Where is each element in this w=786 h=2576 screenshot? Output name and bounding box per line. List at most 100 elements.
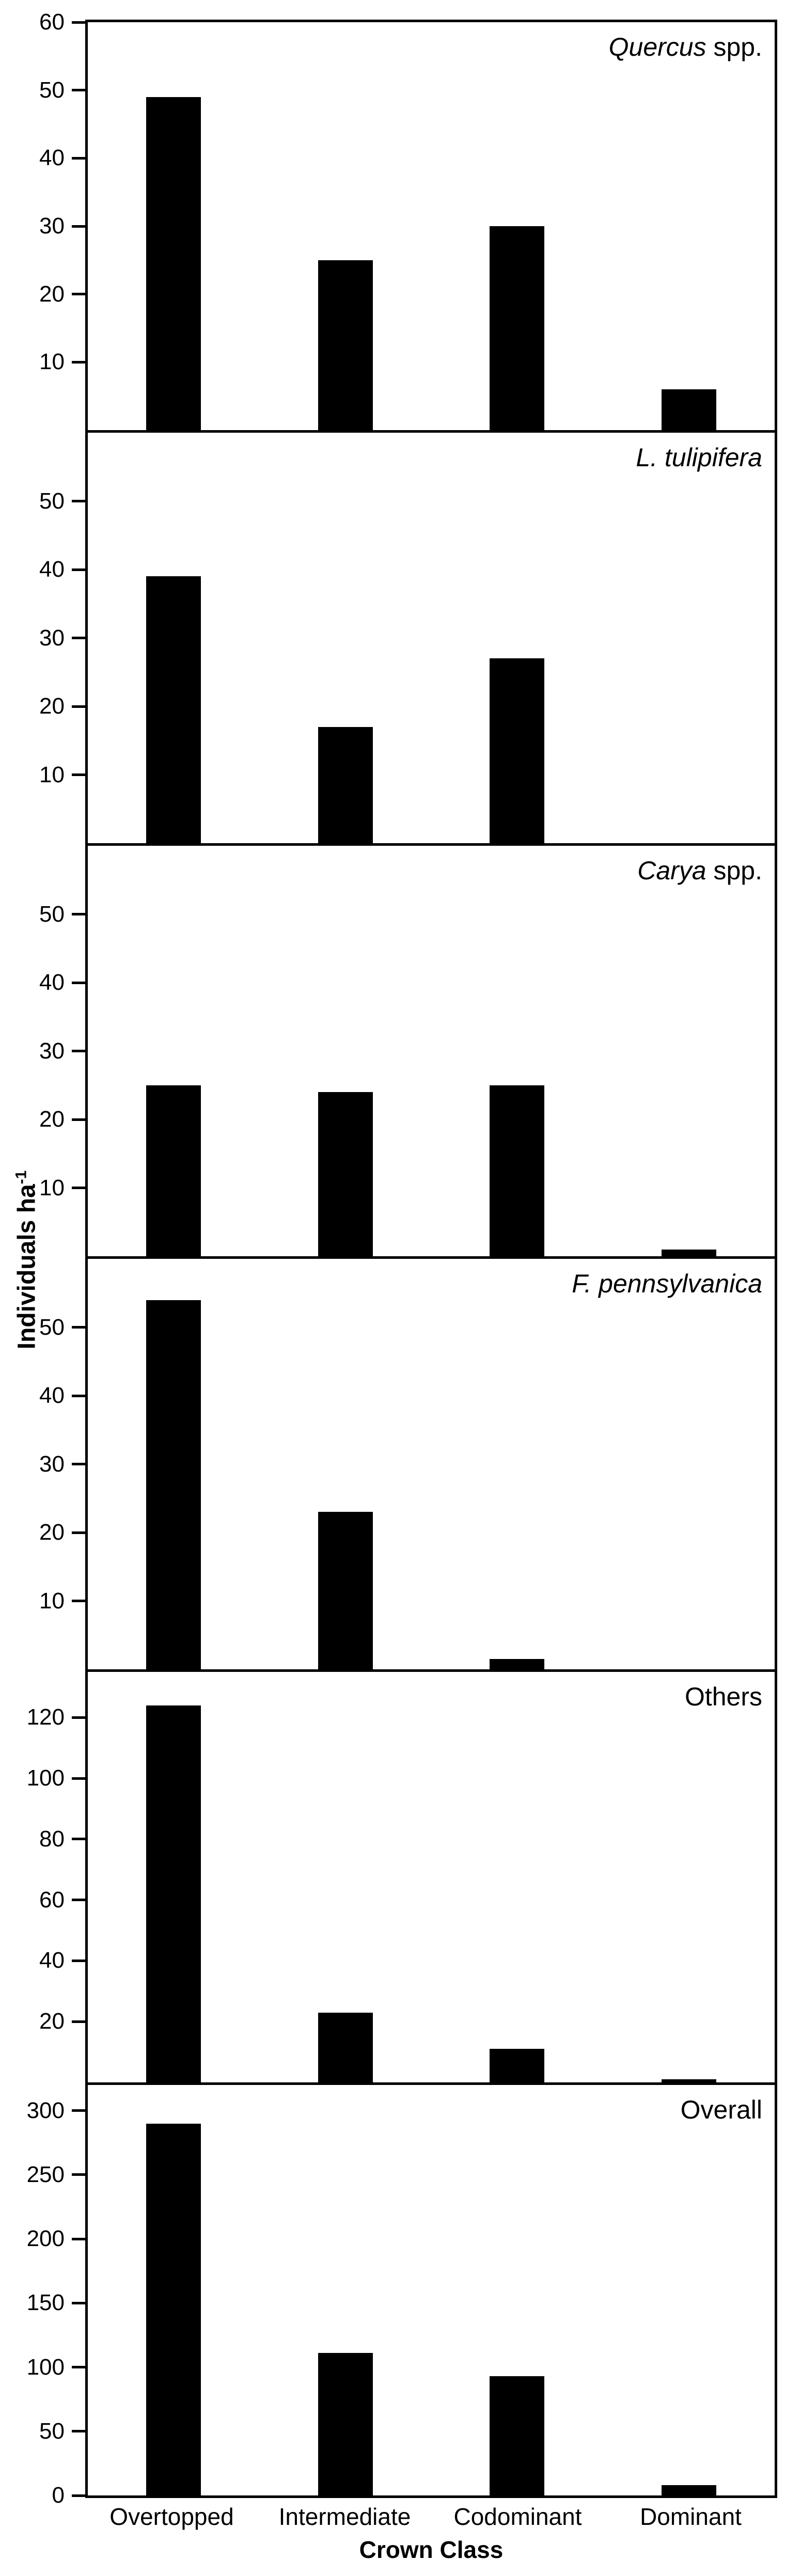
chart-panel-4: F. pennsylvanica 10 20 30 40 50	[39, 1259, 777, 1672]
y-tick-label: 250	[26, 2161, 65, 2187]
y-tick-mark	[72, 2173, 85, 2176]
y-tick-label: 10	[39, 349, 65, 375]
panel-title-roman-part: spp.	[706, 856, 762, 885]
bar-overtopped	[146, 1705, 201, 2082]
y-tick-label: 40	[39, 145, 65, 171]
y-tick-mark	[72, 2109, 85, 2112]
y-tick-label: 80	[39, 1826, 65, 1852]
y-tick-mark	[72, 2430, 85, 2433]
bar-codominant	[490, 2376, 545, 2495]
y-tick-label: 20	[39, 281, 65, 307]
bar-intermediate	[318, 2012, 373, 2082]
bar-dominant	[661, 389, 716, 430]
y-tick-label: 100	[26, 1765, 65, 1791]
y-tick-label: 40	[39, 1948, 65, 1973]
y-tick-mark	[72, 1463, 85, 1465]
bar-intermediate	[318, 726, 373, 843]
y-tick-label: 300	[26, 2097, 65, 2123]
y-tick-mark	[72, 89, 85, 92]
y-tick-mark	[72, 1118, 85, 1121]
chart-panel-3: Carya spp. 10 20 30 40 50	[39, 846, 777, 1259]
y-tick-mark	[72, 1716, 85, 1719]
y-tick-mark	[72, 2301, 85, 2304]
y-tick-mark	[72, 21, 85, 24]
panel-title: Overall	[681, 2095, 762, 2124]
y-tick-label: 50	[39, 2418, 65, 2444]
panel-title-roman-part: Overall	[680, 2095, 762, 2124]
y-tick-label: 40	[39, 970, 65, 995]
y-tick-mark	[72, 1394, 85, 1397]
x-category-label-codominant: Codominant	[453, 2503, 582, 2530]
bar-codominant	[490, 2049, 545, 2082]
bar-dominant	[661, 2079, 716, 2082]
y-tick-mark	[72, 225, 85, 228]
y-tick-mark	[72, 360, 85, 364]
y-tick-label: 40	[39, 557, 65, 582]
y-tick-mark	[72, 705, 85, 708]
y-tick-mark	[72, 568, 85, 571]
bar-intermediate	[318, 1092, 373, 1256]
y-tick-label: 30	[39, 213, 65, 239]
y-tick-mark	[72, 2020, 85, 2023]
y-tick-mark	[72, 981, 85, 984]
y-tick-label: 200	[26, 2226, 65, 2252]
chart-panel-6: Overall 0 50 100 150 200 250 300	[27, 2085, 777, 2508]
panel-title-roman-part: Others	[684, 1682, 762, 1711]
y-tick-mark	[72, 1050, 85, 1052]
x-category-label-overtopped: Overtopped	[109, 2503, 234, 2530]
bar-intermediate	[318, 2353, 373, 2495]
panel-title: L. tulipifera	[636, 443, 762, 472]
y-tick-label: 60	[39, 1887, 65, 1913]
y-tick-label: 50	[39, 77, 65, 103]
bar-dominant	[661, 2485, 716, 2495]
bar-codominant	[490, 658, 545, 843]
bar-dominant	[661, 1249, 716, 1256]
chart-panel-5: Others 20 40 60 80 100 120	[27, 1672, 777, 2085]
panel-title-italic-part: F. pennsylvanica	[572, 1269, 762, 1298]
x-category-label-dominant: Dominant	[640, 2503, 742, 2530]
y-tick-label: 30	[39, 625, 65, 651]
bar-overtopped	[146, 1300, 201, 1669]
y-tick-mark	[72, 1777, 85, 1780]
chart-panel-2: L. tulipifera 10 20 30 40 50	[39, 433, 777, 846]
bar-overtopped	[146, 576, 201, 843]
y-tick-label: 20	[39, 1520, 65, 1545]
bar-overtopped	[146, 97, 201, 430]
panel-title: Carya spp.	[637, 856, 762, 885]
panel-stack: Quercus spp. 10 20 30 40 50 60 L. tulipifera 10 2…	[27, 10, 777, 2508]
y-tick-label: 20	[39, 1107, 65, 1132]
y-tick-mark	[72, 1899, 85, 1902]
panel-title-roman-part: spp.	[706, 33, 762, 61]
y-tick-label: 0	[52, 2483, 65, 2508]
bar-intermediate	[318, 1512, 373, 1669]
panel-title: Quercus spp.	[609, 33, 762, 61]
y-tick-mark	[72, 500, 85, 502]
y-tick-mark	[72, 913, 85, 915]
x-category-label-intermediate: Intermediate	[278, 2503, 411, 2530]
panel-title-italic-part: L. tulipifera	[636, 443, 762, 472]
y-tick-label: 150	[26, 2290, 65, 2316]
y-tick-label: 20	[39, 693, 65, 719]
y-tick-mark	[72, 637, 85, 639]
y-tick-label: 20	[39, 2009, 65, 2034]
y-tick-mark	[72, 293, 85, 296]
panel-title-italic-part: Quercus	[608, 33, 706, 61]
y-tick-mark	[72, 2494, 85, 2497]
y-tick-mark	[72, 156, 85, 160]
y-tick-label: 50	[39, 901, 65, 927]
y-tick-mark	[72, 773, 85, 777]
bar-codominant	[490, 1659, 545, 1669]
y-tick-label: 30	[39, 1451, 65, 1477]
y-tick-mark	[72, 1326, 85, 1329]
y-tick-label: 50	[39, 488, 65, 514]
x-axis-category-labels: Overtopped Intermediate Codominant Dominant	[85, 2503, 777, 2530]
y-tick-mark	[72, 1531, 85, 1534]
panel-title-italic-part: Carya	[637, 856, 706, 885]
y-tick-label: 30	[39, 1038, 65, 1064]
bar-intermediate	[318, 260, 373, 430]
y-tick-mark	[72, 1838, 85, 1841]
y-tick-label: 40	[39, 1383, 65, 1409]
y-tick-label: 10	[39, 1588, 65, 1614]
y-tick-label: 10	[39, 1175, 65, 1200]
y-tick-label: 120	[26, 1704, 65, 1730]
